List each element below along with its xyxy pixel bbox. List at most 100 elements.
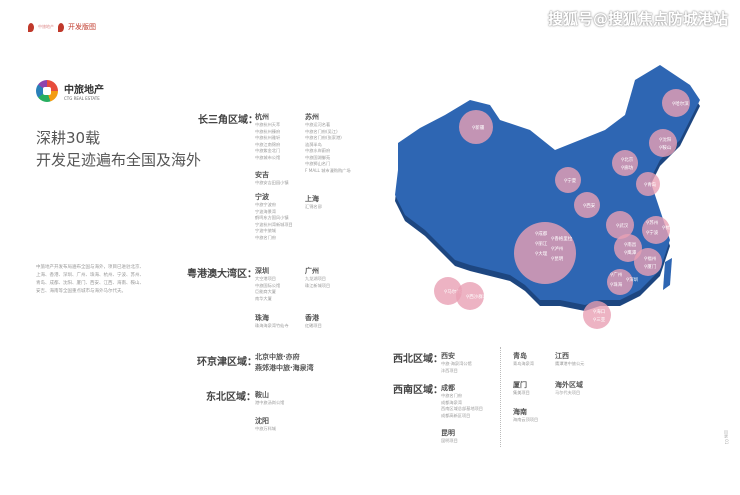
project-item: 中旅宁波府 [255, 202, 276, 207]
header-bar: 中旅地产 开发版图 [28, 22, 96, 32]
region-nw: 西北区域： [393, 354, 443, 365]
bubble-京津 [612, 150, 638, 176]
map-pin-label: ⚲北京 [621, 156, 634, 163]
project-item: 中旅江南锦府 [255, 141, 281, 147]
project-list: 大空港项目 中旅国际公馆 巨能商大厦 南华大厦 [255, 276, 280, 302]
project-list: 昆明项目 [441, 438, 458, 445]
map-pin-label: ⚲海口 [593, 308, 605, 315]
project-line: 北京中旅·亦府 [255, 353, 300, 361]
project-list: 中旅杭州天萃 中旅杭州臻府 中旅杭州雅轩 中旅江南锦府 中旅紫金北门 中旅城市公馆 [255, 122, 280, 161]
map-pin-label: ⚲新疆 [472, 124, 485, 131]
city-name: 广州 [305, 267, 319, 275]
project-item: 中旅城市公馆 [255, 154, 281, 160]
map-pin-label: ⚲福州 [644, 255, 657, 262]
project-item: 中旅运河名著 [305, 122, 331, 127]
region-yrd: 长三角区域： [198, 115, 258, 126]
logo-mark-icon [36, 80, 58, 102]
map-pin-label: ⚲广州 [610, 271, 623, 278]
city-name: 海外区域 [555, 381, 583, 389]
city-name: 杭州 [255, 113, 269, 121]
title-line2: 开发足迹遍布全国及海外 [36, 151, 202, 169]
bubble-东北 [649, 129, 677, 157]
section-leaf-icon [58, 22, 64, 32]
city-block-hongkong: 香港 红磡项目 [305, 313, 322, 330]
project-list: 汇锦名邸 [305, 204, 322, 211]
bubble-新疆 [459, 110, 493, 144]
project-item: 中旅安吉田园小镇 [255, 180, 289, 185]
city-block-shenzhen: 深圳 大空港项目 中旅国际公馆 巨能商大厦 南华大厦 [255, 266, 280, 302]
map-pin-label: ⚲昆明 [551, 256, 564, 262]
jjj-projects: 北京中旅·亦府 燕郊港中旅·海泉湾 [255, 352, 314, 374]
project-item: 青岛海泉湾 [513, 361, 534, 366]
project-item: 中旅国际公馆 [255, 282, 281, 288]
intro-text: 中旅地产开发布局遍布全国与海外，项目已进驻北京、上海、香港、深圳、广州、珠海、杭… [36, 265, 144, 294]
project-item: 宁波杭州湾新城项目 [255, 221, 293, 227]
map-pin-label: ⚲珠海 [610, 281, 623, 288]
city-name: 安吉 [255, 171, 269, 179]
project-item: 珠江新城项目 [305, 282, 331, 288]
map-pin-label: ⚲杭州 [662, 224, 675, 231]
map-pin-label: ⚲廊坊 [621, 164, 634, 171]
title-line1: 深耕30载 [36, 129, 101, 147]
city-block-hangzhou: 杭州 中旅杭州天萃 中旅杭州臻府 中旅杭州雅轩 中旅江南锦府 中旅紫金北门 中旅城市公馆 [255, 112, 280, 161]
project-item: 宁波海景湾 [255, 208, 276, 214]
city-block-overseas: 海外区域 马尔代夫项目 [555, 380, 583, 397]
city-name: 青岛 [513, 352, 527, 360]
map-bubbles: ⚲新疆⚲哈尔滨⚲沈阳⚲鞍山⚲北京⚲廊坊⚲青岛⚲宁夏⚲西安⚲武汉⚲成都⚲香格里拉⚲… [434, 89, 690, 329]
map-pin-label: ⚲鞍山 [659, 144, 672, 151]
project-list: 集美项目 [513, 390, 530, 397]
map-pin-label: ⚲青岛 [644, 181, 657, 188]
project-item: 巨能商大厦 [255, 289, 276, 294]
bubble-武汉 [606, 211, 634, 239]
project-item: 中旅杭州雅轩 [255, 135, 281, 140]
project-item: 宁波中旅城 [255, 228, 276, 233]
project-item: 中旅·海泉湾公馆 [441, 361, 472, 366]
project-item: 鹰潭港中旅公元 [555, 361, 585, 366]
project-item: 中旅名门府(张家港) [305, 135, 342, 140]
bubble-西沙 [456, 282, 484, 310]
page-indicator: 目录 01 [724, 430, 729, 445]
project-item: 集美项目 [513, 390, 530, 395]
city-name: 昆明 [441, 429, 455, 437]
map-pin-label: ⚲西安 [583, 202, 596, 209]
project-item: 昆明项目 [441, 438, 458, 443]
city-block-suzhou: 苏州 中旅运河名著 中旅名门府(吴江) 中旅名门府(张家港) 涟漪半岛 中旅水岸蔚府 中旅… [305, 112, 351, 174]
project-item: 中旅紫金北门 [255, 148, 281, 153]
map-pin-label: ⚲深圳 [626, 276, 639, 283]
map-pin-label: ⚲丽江 [535, 240, 548, 247]
city-block-anji: 安吉 中旅安吉田园小镇 [255, 170, 289, 187]
project-list: 中旅名门府 成都海泉湾 西南区域总部基地项目 成都高新区项目 [441, 393, 483, 419]
project-item: F MALL 城市漫购购广场 [305, 167, 351, 173]
project-list: 中旅安吉田园小镇 [255, 180, 289, 187]
bubble-宁夏 [555, 167, 581, 193]
city-name: 珠海 [255, 314, 269, 322]
project-item: 中旅水岸蔚府 [305, 148, 331, 153]
project-item: 港中旅汤岗公馆 [255, 400, 285, 405]
region-gba: 粤港澳大湾区： [187, 269, 257, 280]
project-item: 汇锦名邸 [305, 204, 322, 209]
project-list: 中旅运河名著 中旅名门府(吴江) 中旅名门府(张家港) 涟漪半岛 中旅水岸蔚府 中旅国湖御… [305, 122, 351, 174]
city-block-shenyang: 沈阳 中旅万科城 [255, 416, 276, 433]
brand-leaf-icon [28, 22, 34, 32]
map-pin-label: ⚲香格里拉 [551, 235, 573, 242]
project-list: 珠海海泉湾竹仙寺 [255, 323, 289, 330]
city-name: 苏州 [305, 113, 319, 121]
map-pin-label: ⚲泸州 [551, 245, 564, 252]
project-item: 珠海海泉湾竹仙寺 [255, 323, 289, 328]
project-item: 红磡项目 [305, 323, 322, 328]
watermark: 搜狐号@搜狐焦点防城港站 [547, 10, 728, 28]
city-block-kunming: 昆明 昆明项目 [441, 428, 458, 445]
bubble-哈尔滨 [662, 89, 690, 117]
page-title: 深耕30载 开发足迹遍布全国及海外 [36, 127, 201, 171]
region-jjj: 环京津区域： [197, 357, 257, 368]
project-item: 中旅名门府(吴江) [305, 128, 338, 134]
project-list: 中旅万科城 [255, 426, 276, 433]
city-block-ningbo: 宁波 中旅宁波府 宁波海景湾 鹤鸣东方国风小镇 宁波杭州湾新城项目 宁波中旅城 中旅名门府 [255, 192, 293, 241]
project-item: 九龙湖项目 [305, 276, 326, 281]
map-pin-label: ⚲大理 [535, 250, 548, 257]
project-item: 西南区域总部基地项目 [441, 406, 483, 411]
city-name: 沈阳 [255, 417, 269, 425]
bubble-西南 [514, 222, 576, 284]
project-list: 马尔代夫项目 [555, 390, 583, 397]
